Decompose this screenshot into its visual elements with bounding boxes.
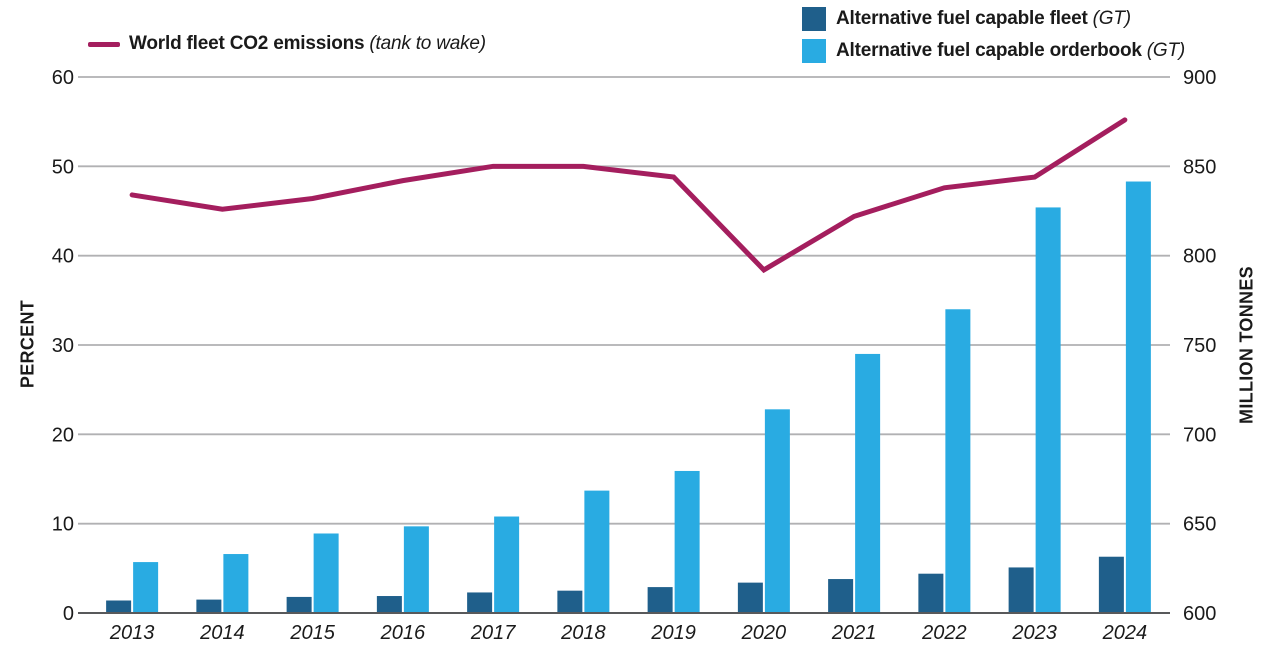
fleet-bar [1008, 567, 1034, 613]
right-axis-tick-label: 800 [1183, 246, 1216, 268]
fleet-bar [557, 590, 583, 613]
fleet-bar [1098, 556, 1124, 613]
fleet-bar [106, 600, 132, 613]
legend-bar-series: Alternative fuel capable fleet (GT) Alter… [802, 7, 1185, 71]
x-axis-year-label: 2019 [650, 622, 696, 644]
right-axis-tick-label: 900 [1183, 67, 1216, 89]
fleet-bar [918, 573, 944, 613]
fleet-bar [196, 599, 222, 613]
x-axis-year-label: 2020 [741, 622, 787, 644]
right-axis-title: MILLION TONNES [1236, 266, 1257, 424]
legend-orderbook-suffix: (GT) [1146, 40, 1185, 61]
legend-row-fleet: Alternative fuel capable fleet (GT) [802, 7, 1185, 31]
legend-orderbook-label: Alternative fuel capable orderbook [836, 40, 1142, 61]
orderbook-series-swatch [802, 39, 826, 63]
legend-line-label: World fleet CO2 emissions [129, 33, 365, 54]
legend-fleet-label: Alternative fuel capable fleet [836, 8, 1088, 29]
fleet-series-swatch [802, 7, 826, 31]
legend-line-text: World fleet CO2 emissions (tank to wake) [129, 33, 486, 55]
orderbook-bar [403, 526, 429, 613]
right-axis-tick-label: 700 [1183, 424, 1216, 446]
fleet-bar [828, 579, 854, 613]
legend-line-series: World fleet CO2 emissions (tank to wake) [88, 33, 486, 55]
x-axis-year-label: 2015 [289, 622, 335, 644]
x-axis-year-label: 2013 [109, 622, 155, 644]
orderbook-bar [313, 533, 339, 613]
left-axis-tick-label: 0 [63, 603, 74, 625]
line-series-swatch [88, 41, 120, 47]
legend-fleet-suffix: (GT) [1092, 8, 1131, 29]
left-axis-title: PERCENT [17, 299, 38, 389]
left-axis-tick-label: 20 [52, 424, 74, 446]
fleet-bar [286, 596, 312, 613]
left-axis-tick-label: 30 [52, 335, 74, 357]
right-axis-tick-label: 650 [1183, 514, 1216, 536]
fleet-bar [737, 582, 763, 613]
orderbook-bar [764, 409, 790, 613]
legend-fleet-text: Alternative fuel capable fleet (GT) [836, 8, 1131, 30]
orderbook-bar [1125, 181, 1151, 613]
right-axis-tick-label: 600 [1183, 603, 1216, 625]
fleet-bar [376, 596, 402, 613]
x-axis-year-label: 2021 [831, 622, 877, 644]
fleet-bar [467, 592, 493, 613]
left-axis-tick-label: 10 [52, 514, 74, 536]
legend-row-orderbook: Alternative fuel capable orderbook (GT) [802, 39, 1185, 63]
orderbook-bar [855, 353, 881, 613]
x-axis-year-label: 2018 [560, 622, 606, 644]
left-axis-tick-label: 50 [52, 156, 74, 178]
orderbook-bar [494, 516, 520, 613]
x-axis-year-label: 2023 [1011, 622, 1057, 644]
x-axis-year-label: 2016 [380, 622, 426, 644]
legend-orderbook-text: Alternative fuel capable orderbook (GT) [836, 40, 1185, 62]
x-axis-year-label: 2017 [470, 622, 516, 644]
orderbook-bar [584, 490, 610, 613]
left-axis-tick-label: 40 [52, 246, 74, 268]
orderbook-bar [945, 309, 971, 613]
fleet-bar [647, 587, 673, 613]
orderbook-bar [674, 470, 700, 613]
legend-line-suffix: (tank to wake) [369, 33, 486, 54]
right-axis-tick-label: 750 [1183, 335, 1216, 357]
right-axis-tick-label: 850 [1183, 156, 1216, 178]
orderbook-bar [1035, 207, 1061, 613]
left-axis-tick-label: 60 [52, 67, 74, 89]
emissions-line [129, 117, 1128, 274]
x-axis-year-label: 2024 [1102, 622, 1148, 644]
x-axis-year-label: 2014 [199, 622, 245, 644]
orderbook-bar [133, 562, 159, 613]
x-axis-year-label: 2022 [921, 622, 967, 644]
orderbook-bar [223, 554, 249, 613]
